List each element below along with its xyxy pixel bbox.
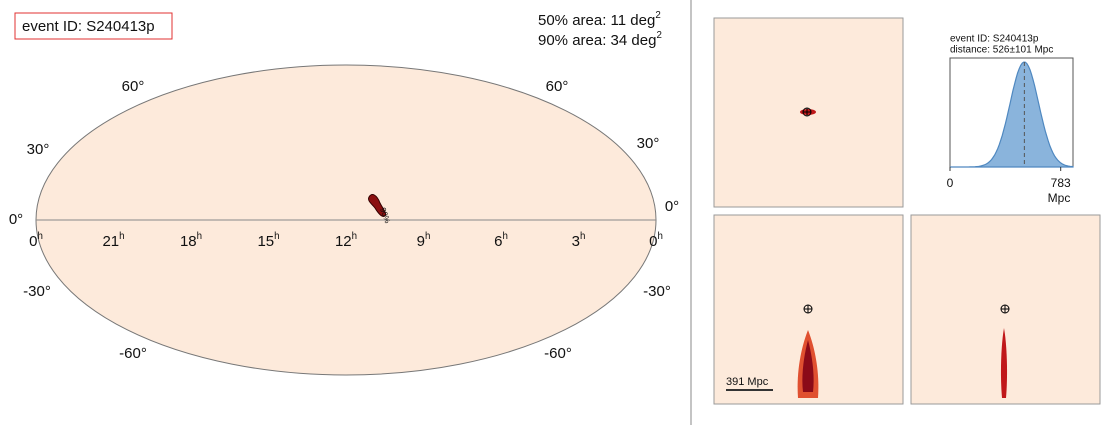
dec-label: 0°: [665, 198, 679, 215]
ra-label-main: 12: [335, 233, 352, 250]
event-box: [14, 12, 173, 40]
dec-label: -60°: [119, 345, 147, 362]
ra-label-main: 15: [257, 233, 274, 250]
ra-label-main: 6: [494, 233, 502, 250]
area-label: 50% area: 11 deg2: [538, 10, 661, 29]
ra-label-main: 9: [417, 233, 425, 250]
ra-label-sup: h: [425, 231, 430, 242]
dec-label: 0°: [9, 211, 23, 228]
ra-label-main: 18: [180, 233, 197, 250]
event-label: event ID: S240413p: [22, 18, 155, 35]
ra-label: 18h: [180, 231, 202, 250]
crosshairs: [802, 107, 1010, 314]
ra-label-sup: h: [119, 231, 124, 242]
ra-label-sup: h: [657, 231, 662, 242]
scale-label: 391 Mpc: [726, 376, 769, 388]
distance-subtitle: distance: 526±101 Mpc: [950, 45, 1053, 56]
ra-label-sup: h: [580, 231, 585, 242]
area-label-main: 50% area: 11 deg: [538, 12, 655, 29]
contour: [368, 194, 386, 217]
x-tick-label: 783: [1051, 176, 1071, 190]
projection-blob: [802, 340, 814, 392]
ra-label: 9h: [417, 231, 431, 250]
ra-label-sup: h: [352, 231, 357, 242]
dec-label: -30°: [23, 283, 51, 300]
area-label: 90% area: 34 deg2: [538, 30, 662, 49]
ra-label: 3h: [572, 231, 586, 250]
x-tick-label: 0: [947, 176, 954, 190]
dec-label: -30°: [643, 283, 671, 300]
ra-label-sup: h: [274, 231, 279, 242]
area-label-sup: 2: [655, 10, 660, 21]
dec-label: 30°: [637, 135, 660, 152]
ra-label: 12h: [335, 231, 357, 250]
ra-label: 21h: [102, 231, 124, 250]
ra-label-main: 3: [572, 233, 580, 250]
area-label-main: 90% area: 34 deg: [538, 32, 656, 49]
distance-curve: [950, 61, 1074, 168]
ra-label-sup: h: [502, 231, 507, 242]
x-axis-label: Mpc: [1048, 191, 1071, 205]
ra-label-main: 21: [102, 233, 119, 250]
dec-label: 30°: [27, 141, 50, 158]
area-label-sup: 2: [656, 30, 661, 41]
ra-label-main: 0: [649, 233, 657, 250]
dec-label: 60°: [122, 78, 145, 95]
distance-title: event ID: S240413p: [950, 34, 1039, 45]
ra-label: 0h: [649, 231, 663, 250]
dec-label: 60°: [546, 78, 569, 95]
ra-label-main: 0: [29, 233, 37, 250]
projection-blob: [1000, 328, 1008, 398]
ra-label-sup: h: [197, 231, 202, 242]
ra-label: 0h: [29, 231, 43, 250]
ra-label: 6h: [494, 231, 508, 250]
ra-label-sup: h: [37, 231, 42, 242]
dec-label: -60°: [544, 345, 572, 362]
ra-label: 15h: [257, 231, 279, 250]
